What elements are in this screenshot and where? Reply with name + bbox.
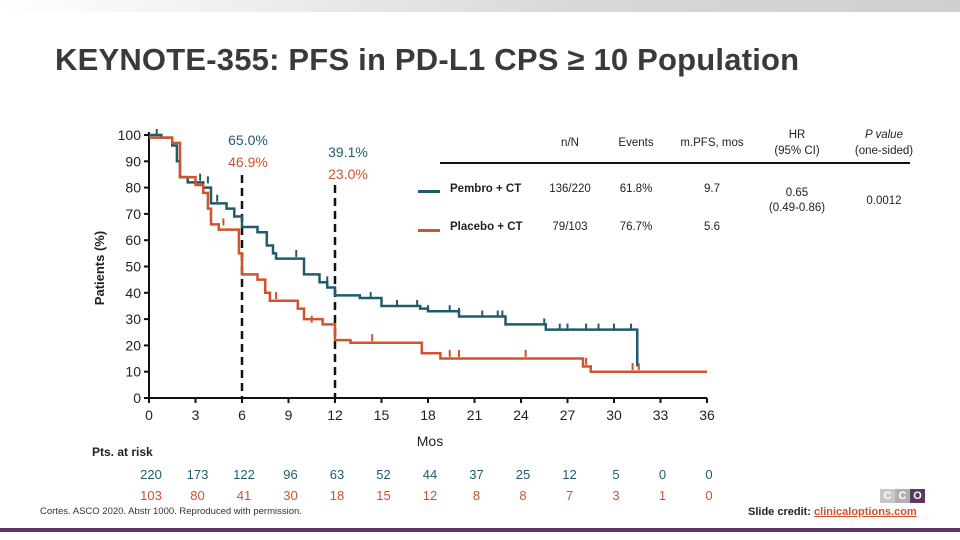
- legend-swatch-placebo: [418, 229, 440, 232]
- header-nn: n/N: [561, 137, 579, 149]
- risk-pembro-count: 5: [612, 467, 620, 482]
- header-hr: HR: [788, 129, 806, 141]
- legend-swatch-pembro: [418, 190, 440, 193]
- y-tick-label: 20: [125, 337, 141, 353]
- risk-pembro-count: 173: [186, 467, 209, 482]
- risk-placebo-count: 12: [422, 488, 438, 503]
- risk-pembro-count: 44: [422, 467, 438, 482]
- risk-placebo-count: 1: [658, 488, 667, 503]
- pembro-nn: 136/220: [549, 183, 591, 195]
- header-p: P value: [865, 129, 903, 141]
- risk-pembro-count: 0: [705, 467, 713, 482]
- x-tick-label: 24: [513, 407, 529, 423]
- x-tick-label: 18: [420, 407, 436, 423]
- x-tick-label: 27: [560, 407, 576, 423]
- x-tick-label: 36: [699, 407, 715, 423]
- table-header-rule: [440, 162, 910, 164]
- risk-pembro-count: 220: [140, 467, 162, 482]
- km-curve-placebo: [149, 136, 707, 373]
- risk-pembro-count: 96: [283, 467, 298, 482]
- row-label-pembro: Pembro + CT: [450, 183, 522, 195]
- x-tick-label: 21: [467, 407, 483, 423]
- p-value: 0.0012: [866, 195, 902, 207]
- slide-title: KEYNOTE-355: PFS in PD-L1 CPS ≥ 10 Popul…: [55, 42, 800, 77]
- x-tick-label: 9: [285, 407, 293, 423]
- hr-ci: (0.49-0.86): [768, 202, 826, 214]
- risk-placebo-count: 7: [565, 488, 574, 503]
- x-tick-label: 6: [238, 407, 246, 423]
- bottom-decoration-bar: [0, 528, 960, 532]
- x-axis-label: Mos: [417, 433, 443, 449]
- risk-placebo-count: 30: [283, 488, 298, 503]
- y-tick-label: 50: [125, 259, 141, 275]
- y-tick-label: 0: [133, 390, 141, 406]
- top-decoration-bar: [0, 0, 960, 12]
- x-tick-label: 30: [606, 407, 622, 423]
- y-axis-label: Patients (%): [92, 231, 107, 305]
- pembro-events: 61.8%: [619, 183, 653, 195]
- credit-label: Slide credit:: [748, 506, 815, 518]
- placebo-events: 76.7%: [619, 221, 653, 233]
- header-p-sided: (one-sided): [854, 145, 914, 157]
- risk-placebo-count: 8: [519, 488, 527, 503]
- risk-placebo-count: 41: [236, 488, 252, 503]
- row-label-placebo: Placebo + CT: [450, 221, 523, 233]
- risk-placebo-count: 103: [140, 488, 162, 503]
- x-tick-label: 12: [327, 407, 343, 423]
- x-tick-label: 15: [374, 407, 390, 423]
- risk-pembro-count: 122: [233, 467, 255, 482]
- placebo-nn: 79/103: [552, 221, 588, 233]
- risk-placebo-count: 0: [705, 488, 713, 503]
- km-curve-pembro: [149, 133, 639, 367]
- risk-placebo-count: 80: [190, 488, 205, 503]
- risk-placebo-count: 15: [376, 488, 391, 503]
- risk-placebo-count: 18: [329, 488, 345, 503]
- y-tick-label: 10: [125, 364, 141, 380]
- hr-value: 0.65: [785, 187, 809, 199]
- credit-link[interactable]: clinicaloptions.com: [814, 506, 917, 518]
- risk-placebo-count: 3: [612, 488, 620, 503]
- x-tick-label: 3: [192, 407, 200, 423]
- risk-placebo-count: 8: [472, 488, 481, 503]
- risk-pembro-count: 37: [469, 467, 484, 482]
- y-tick-label: 100: [118, 127, 142, 143]
- placebo-mpfs: 5.6: [704, 221, 720, 233]
- header-mpfs: m.PFS, mos: [680, 137, 744, 149]
- x-tick-label: 33: [653, 407, 669, 423]
- y-tick-label: 90: [125, 153, 141, 169]
- risk-pembro-count: 25: [515, 467, 531, 482]
- y-tick-label: 40: [125, 285, 141, 301]
- risk-pembro-count: 52: [376, 467, 391, 482]
- y-tick-label: 30: [125, 311, 141, 327]
- pembro-mpfs: 9.7: [704, 183, 720, 195]
- annotation-placebo: 23.0%: [328, 166, 368, 182]
- risk-pembro-count: 12: [562, 467, 577, 482]
- risk-pembro-count: 0: [658, 467, 667, 482]
- y-tick-label: 60: [125, 232, 141, 248]
- annotation-pembro: 65.0%: [228, 132, 268, 148]
- annotation-placebo: 46.9%: [228, 154, 268, 170]
- risk-label: Pts. at risk: [92, 445, 153, 459]
- slide-credit: Slide credit: clinicaloptions.com: [748, 506, 917, 518]
- x-tick-label: 0: [145, 407, 153, 423]
- citation: Cortes. ASCO 2020. Abstr 1000. Reproduce…: [40, 506, 302, 517]
- risk-pembro-count: 63: [329, 467, 345, 482]
- header-events: Events: [618, 137, 654, 149]
- header-ci: (95% CI): [774, 145, 820, 157]
- y-tick-label: 70: [125, 206, 141, 222]
- y-tick-label: 80: [125, 180, 141, 196]
- annotation-pembro: 39.1%: [328, 144, 368, 160]
